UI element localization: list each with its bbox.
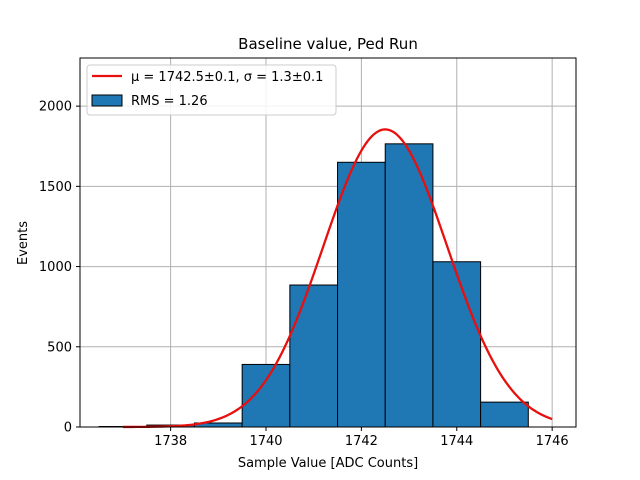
chart-title: Baseline value, Ped Run: [238, 35, 418, 53]
x-tick-label: 1742: [345, 434, 378, 449]
y-tick-label: 0: [64, 421, 72, 436]
histogram-bar: [432, 261, 482, 428]
gaussian-fit-curve: [122, 128, 553, 429]
x-tick-label: 1740: [249, 434, 282, 449]
legend-histogram-label: RMS = 1.26: [131, 94, 208, 109]
legend-fit-label: μ = 1742.5±0.1, σ = 1.3±0.1: [131, 70, 323, 85]
y-tick-label: 1000: [39, 260, 72, 275]
plot-frame: [79, 57, 577, 428]
y-tick-label: 2000: [39, 100, 72, 115]
x-tick-label: 1738: [154, 434, 187, 449]
histogram-bar: [480, 401, 529, 428]
y-tick-label: 500: [47, 340, 72, 355]
legend-box: [86, 64, 337, 116]
y-axis-title: Events: [16, 221, 31, 265]
x-tick-label: 1746: [536, 434, 569, 449]
x-tick-label: 1744: [440, 434, 473, 449]
histogram-bar: [384, 143, 434, 428]
y-tick-label: 1500: [39, 180, 72, 195]
legend: μ = 1742.5±0.1, σ = 1.3±0.1 RMS = 1.26: [86, 64, 337, 116]
histogram-bar: [289, 284, 339, 428]
histogram-bars: [98, 143, 529, 428]
x-axis-title: Sample Value [ADC Counts]: [238, 456, 418, 471]
histogram-bar: [241, 363, 291, 428]
histogram-bar: [337, 161, 386, 428]
y-axis-ticks: 0 500 1000 1500 2000: [39, 100, 80, 436]
x-axis-ticks: 1738 1740 1742 1744 1746: [154, 427, 569, 449]
legend-histogram-swatch: [91, 94, 123, 107]
